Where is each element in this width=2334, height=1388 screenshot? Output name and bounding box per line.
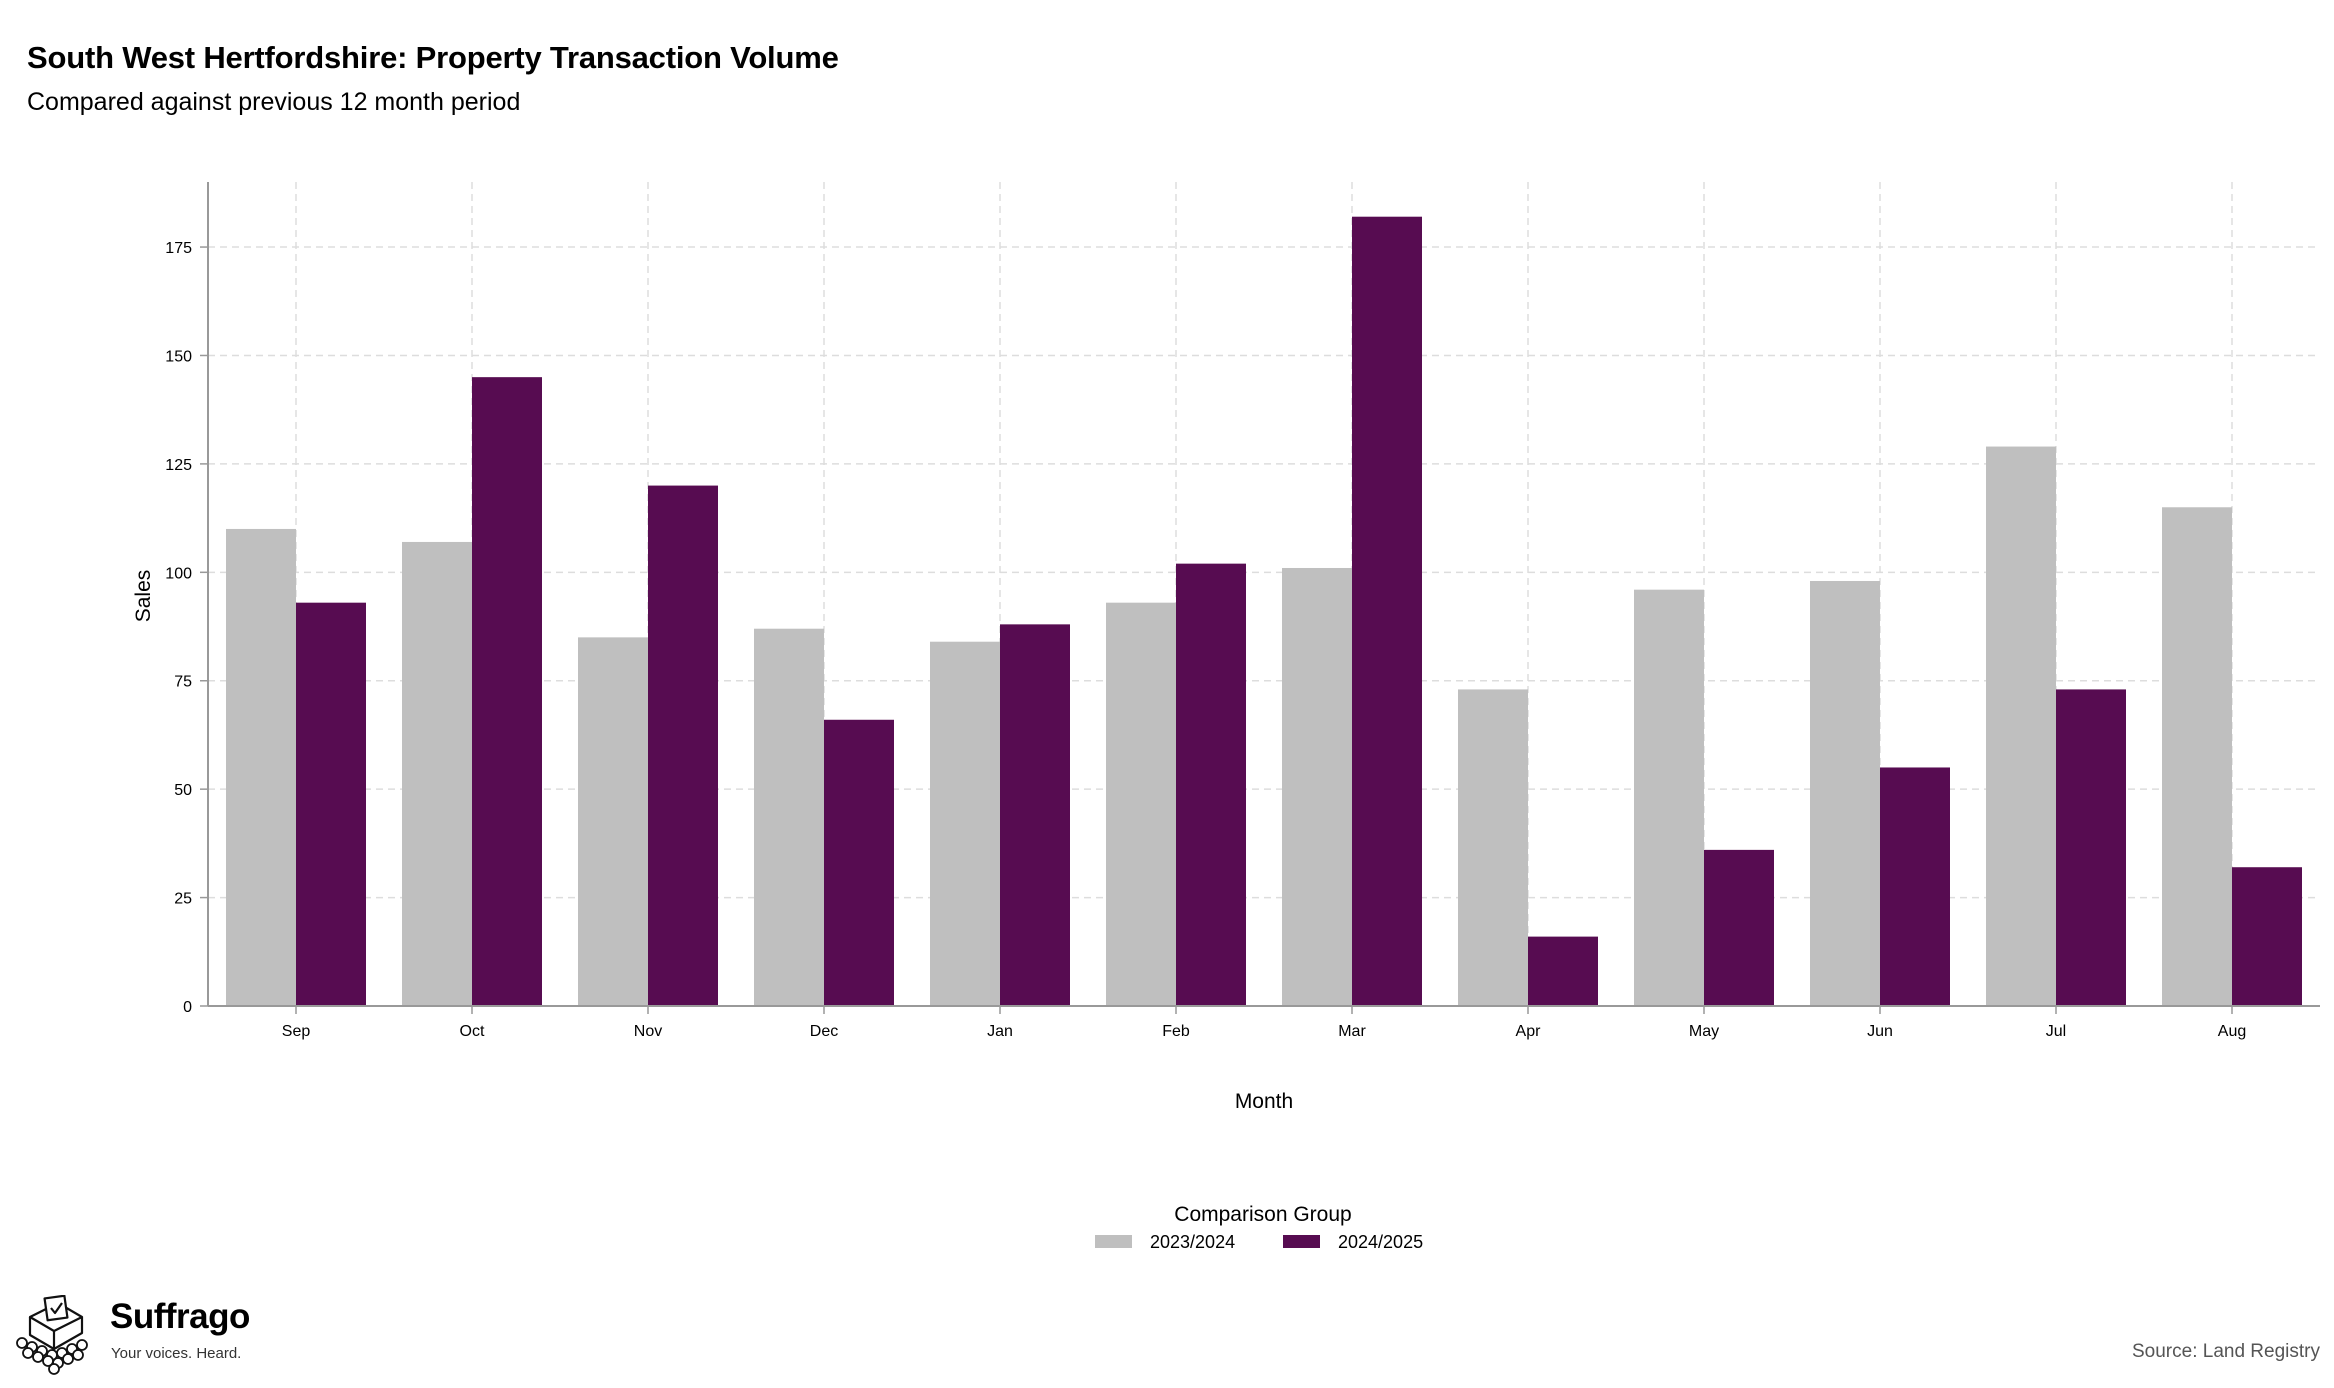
legend-swatch — [1095, 1235, 1132, 1248]
bar-2024-2025-aug — [2232, 867, 2302, 1006]
x-tick-label: Dec — [810, 1023, 838, 1040]
bars — [226, 216, 2302, 1007]
bar-2024-2025-dec — [824, 719, 894, 1006]
bar-2023-2024-apr — [1458, 689, 1528, 1006]
bar-2024-2025-apr — [1528, 936, 1598, 1006]
legend: Comparison Group 2023/2024 2024/2025 — [1095, 1203, 1423, 1252]
y-tick-label: 125 — [165, 457, 192, 474]
bar-2023-2024-jun — [1810, 580, 1880, 1006]
x-tick-label: Sep — [282, 1023, 311, 1040]
bar-2024-2025-may — [1704, 849, 1774, 1006]
x-tick-label: Mar — [1338, 1023, 1366, 1040]
chart-subtitle: Compared against previous 12 month perio… — [27, 88, 521, 116]
bar-2023-2024-jan — [930, 641, 1000, 1006]
x-tick-label: Jul — [2046, 1023, 2066, 1040]
logo-wordmark: Suffrago — [110, 1297, 250, 1336]
x-tick-label: Jun — [1867, 1023, 1893, 1040]
bar-2024-2025-feb — [1176, 563, 1246, 1006]
y-tick-label: 0 — [183, 999, 192, 1016]
bar-2024-2025-nov — [648, 485, 718, 1006]
legend-swatch — [1283, 1235, 1320, 1248]
chart-title: South West Hertfordshire: Property Trans… — [27, 40, 839, 75]
logo-tagline: Your voices. Heard. — [111, 1345, 242, 1362]
y-axis-title: Sales — [132, 570, 155, 623]
bar-2024-2025-jun — [1880, 767, 1950, 1006]
y-tick-label: 100 — [165, 565, 192, 582]
bar-2024-2025-jan — [1000, 624, 1070, 1006]
bar-2023-2024-may — [1634, 589, 1704, 1006]
x-tick-label: Feb — [1162, 1023, 1190, 1040]
y-tick-label: 50 — [174, 782, 192, 799]
x-tick-label: Apr — [1516, 1023, 1542, 1040]
bar-2024-2025-mar — [1352, 216, 1422, 1007]
legend-label: 2023/2024 — [1150, 1232, 1235, 1252]
source-note: Source: Land Registry — [2132, 1341, 2320, 1362]
bar-2023-2024-oct — [402, 541, 472, 1006]
bar-2023-2024-nov — [578, 637, 648, 1006]
bar-2024-2025-sep — [296, 602, 366, 1006]
x-tick-label: Jan — [987, 1023, 1013, 1040]
x-tick-label: Nov — [634, 1023, 662, 1040]
bar-2024-2025-oct — [472, 377, 542, 1006]
axis-labels: 0 25 50 75 100 125 150 175 Sep Oct Nov Dec Jan Feb Mar… — [132, 240, 2246, 1113]
x-tick-label: Aug — [2218, 1023, 2246, 1040]
bar-2024-2025-jul — [2056, 689, 2126, 1006]
y-tick-label: 150 — [165, 348, 192, 365]
y-tick-label: 175 — [165, 240, 192, 257]
legend-title: Comparison Group — [1174, 1203, 1351, 1226]
bar-2023-2024-jul — [1986, 446, 2056, 1006]
x-tick-label: May — [1689, 1023, 1719, 1040]
ballot-box-icon — [16, 1295, 88, 1375]
y-tick-label: 25 — [174, 891, 192, 908]
x-tick-label: Oct — [460, 1023, 485, 1040]
bar-2023-2024-mar — [1282, 567, 1352, 1006]
x-axis-title: Month — [1235, 1090, 1293, 1113]
y-tick-label: 75 — [174, 674, 192, 691]
legend-label: 2024/2025 — [1338, 1232, 1423, 1252]
bar-2023-2024-sep — [226, 528, 296, 1006]
bar-2023-2024-dec — [754, 628, 824, 1006]
bar-2023-2024-aug — [2162, 507, 2232, 1006]
axes — [200, 182, 2320, 1014]
bar-2023-2024-feb — [1106, 602, 1176, 1006]
